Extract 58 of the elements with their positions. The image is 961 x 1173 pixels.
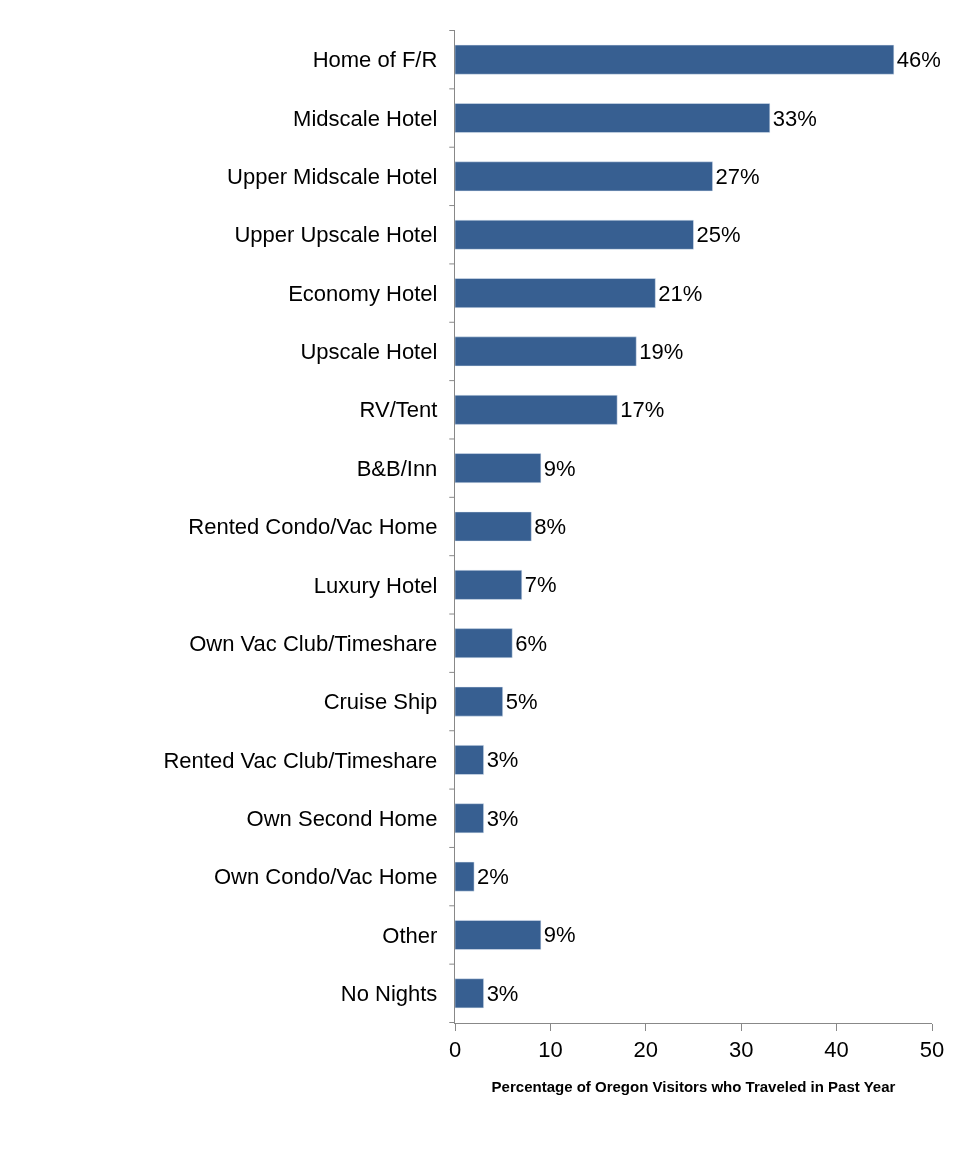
y-tick-label: Midscale Hotel	[293, 105, 450, 131]
y-tick-label: Luxury Hotel	[313, 572, 450, 598]
data-label: 9%	[543, 922, 576, 948]
y-tick-label: Other	[382, 922, 450, 948]
data-label: 9%	[543, 455, 576, 481]
data-label: 2%	[477, 864, 509, 890]
data-label: 3%	[486, 980, 519, 1006]
y-tick-label: Cruise Ship	[323, 689, 450, 715]
bar	[455, 394, 618, 425]
bar	[455, 453, 542, 483]
y-tick-label: Upper Midscale Hotel	[227, 164, 450, 190]
x-axis-title: Percentage of Oregon Visitors who Traveled in Past Year	[491, 1078, 896, 1096]
bar	[455, 103, 771, 133]
data-label: 7%	[524, 572, 557, 598]
y-tick-label: Own Second Home	[246, 805, 450, 831]
bar	[455, 803, 484, 834]
y-tick-label: No Nights	[340, 981, 450, 1007]
y-tick-label: RV/Tent	[359, 397, 450, 423]
y-tick-label: Rented Vac Club/Timeshare	[163, 747, 450, 773]
bar	[455, 219, 694, 250]
bar	[455, 686, 503, 717]
y-tick-label: Rented Condo/Vac Home	[188, 514, 450, 540]
data-label: 6%	[515, 630, 548, 656]
y-tick-label: Own Vac Club/Timeshare	[189, 630, 450, 656]
data-label: 19%	[639, 338, 684, 364]
data-label: 33%	[772, 105, 817, 131]
bar	[455, 336, 637, 367]
bar	[455, 511, 532, 542]
bar	[455, 44, 895, 75]
x-tick-label: 10	[538, 1037, 563, 1063]
bar	[455, 570, 523, 600]
x-tick-label: 30	[728, 1037, 754, 1063]
bar	[455, 745, 484, 775]
y-tick-label: B&B/Inn	[356, 455, 450, 481]
data-label: 3%	[486, 747, 519, 773]
x-tick-label: 0	[448, 1037, 462, 1063]
data-label: 46%	[896, 47, 941, 73]
data-label: 25%	[696, 222, 741, 248]
x-tick-label: 20	[633, 1037, 659, 1063]
y-tick-label: Economy Hotel	[288, 280, 450, 306]
bar	[455, 278, 656, 308]
y-tick-label: Own Condo/Vac Home	[214, 864, 450, 890]
data-label: 8%	[534, 514, 567, 539]
data-label: 5%	[505, 689, 538, 715]
x-tick-label: 50	[919, 1037, 945, 1063]
data-label: 21%	[658, 280, 703, 306]
bar	[455, 628, 513, 659]
y-tick-label: Upscale Hotel	[300, 339, 450, 365]
y-tick-label: Home of F/R	[312, 47, 450, 73]
bar	[455, 861, 475, 892]
bar	[455, 978, 484, 1009]
data-label: 3%	[486, 805, 519, 831]
bar	[455, 161, 713, 192]
x-tick-label: 40	[824, 1037, 849, 1063]
y-tick-label: Upper Upscale Hotel	[234, 222, 450, 248]
bar	[455, 920, 542, 950]
data-label: 27%	[715, 163, 760, 189]
data-label: 17%	[620, 397, 665, 423]
